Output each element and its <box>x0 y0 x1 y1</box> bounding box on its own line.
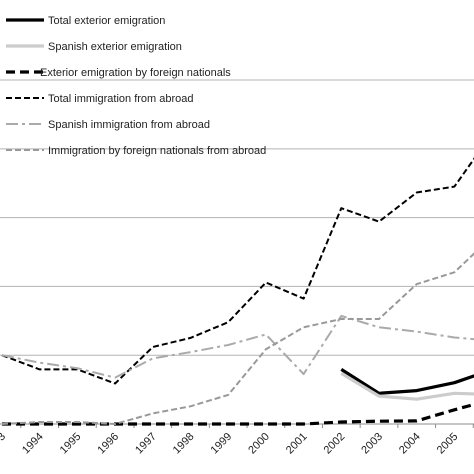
x-tick-label: 1997 <box>133 431 159 457</box>
legend-label-6: Immigration by foreign nationals from ab… <box>48 145 266 157</box>
series-line-3 <box>2 402 474 426</box>
series-line-6 <box>1 252 474 425</box>
x-tick-label: 2005 <box>435 431 461 457</box>
legend-label-1: Total exterior emigration <box>48 15 165 27</box>
series-line-5 <box>1 314 474 379</box>
x-tick-label: 3 <box>0 431 8 444</box>
legend: Total exterior emigration Spanish exterio… <box>6 15 266 157</box>
legend-label-5: Spanish immigration from abroad <box>48 119 210 131</box>
x-tick-label: 1994 <box>20 431 46 457</box>
x-tick-label: 2004 <box>397 431 423 457</box>
series-line-1 <box>340 368 474 395</box>
x-tick-label: 2001 <box>284 431 310 457</box>
series-lines <box>1 157 474 426</box>
legend-label-4: Total immigration from abroad <box>48 93 194 105</box>
x-tick-label: 1999 <box>209 431 235 457</box>
x-tick-label: 1996 <box>95 431 121 457</box>
x-tick-label: 2003 <box>359 431 385 457</box>
gridlines <box>0 79 474 356</box>
x-tick-label: 2000 <box>246 431 272 457</box>
x-axis <box>0 423 474 428</box>
x-tick-labels: 3 1994 1995 1996 1997 1998 1999 2000 2001 2002 200… <box>0 431 474 457</box>
series-line-4 <box>1 157 474 385</box>
x-tick-label: 2002 <box>322 431 348 457</box>
legend-label-2: Spanish exterior emigration <box>48 41 182 53</box>
legend-label-3: Exterior emigration by foreign nationals <box>40 67 231 79</box>
x-tick-label: 1995 <box>58 431 84 457</box>
series-line-2 <box>340 371 474 401</box>
x-tick-label: 1998 <box>171 431 197 457</box>
